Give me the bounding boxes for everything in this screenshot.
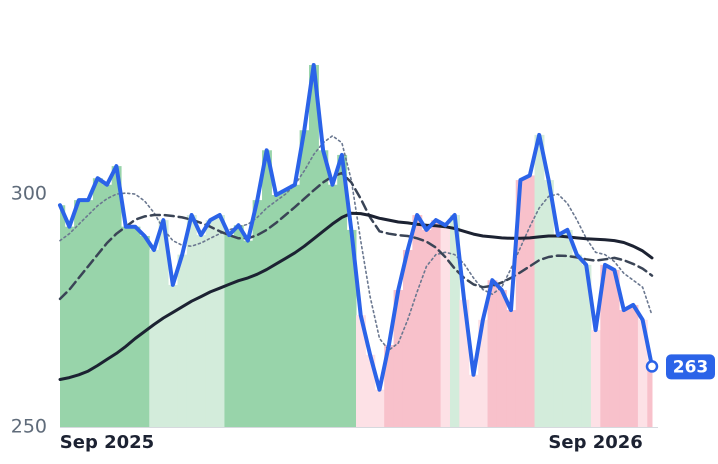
regime-fill — [318, 150, 329, 428]
regime-fill — [299, 130, 310, 427]
regime-fill — [402, 249, 413, 427]
series-line — [58, 211, 654, 381]
regime-fill — [337, 154, 348, 427]
regime-fill — [186, 215, 197, 427]
regime-fill — [496, 290, 507, 427]
regime-fill — [421, 229, 432, 427]
regime-fill — [365, 354, 376, 427]
regime-fill — [356, 315, 366, 427]
x-tick-label: Sep 2025 — [60, 432, 154, 453]
value-label: 263 — [673, 357, 709, 377]
regime-fill — [290, 184, 301, 427]
regime-fill — [487, 280, 498, 427]
regime-fill — [534, 134, 545, 427]
y-tick-label: 300 — [11, 183, 47, 205]
value-badge — [666, 354, 715, 380]
regime-fill — [506, 310, 517, 427]
regime-fill — [459, 299, 470, 427]
series-line — [58, 171, 654, 301]
regime-fill — [271, 194, 282, 427]
regime-fill — [440, 225, 451, 427]
regime-fill — [233, 225, 244, 427]
regime-fill — [252, 200, 263, 427]
regime-fill — [543, 180, 554, 427]
regime-fill — [262, 150, 272, 428]
regime-fill — [581, 264, 592, 427]
regime-fill — [431, 220, 442, 427]
regime-fill — [562, 229, 573, 427]
regime-fill — [215, 215, 225, 427]
regime-fill — [83, 200, 94, 427]
regime-fill — [637, 319, 648, 427]
y-tick-label: 250 — [11, 416, 47, 438]
regime-fill — [468, 374, 479, 427]
regime-fill — [572, 254, 583, 427]
regime-fill — [111, 166, 122, 427]
regime-fill — [628, 304, 639, 427]
regime-fill — [449, 215, 460, 427]
regime-fill — [600, 264, 611, 427]
regime-fill — [102, 184, 113, 427]
last-point — [645, 360, 659, 373]
regime-fill — [647, 366, 653, 427]
regime-fill — [609, 269, 620, 427]
regime-fill — [393, 290, 404, 427]
regime-fill — [149, 249, 160, 427]
regime-fill — [196, 235, 207, 427]
regime-fill — [74, 200, 84, 427]
regime-fill — [177, 254, 188, 427]
regime-fill — [384, 345, 395, 427]
regime-fill — [478, 319, 489, 427]
regime-fill — [130, 226, 141, 427]
regime-fill — [346, 229, 357, 427]
regime-fill — [243, 240, 254, 427]
regime-fill — [327, 184, 338, 427]
regime-fill — [374, 389, 385, 427]
regime-fill — [205, 220, 216, 427]
regime-fill — [64, 226, 75, 427]
regime-fill — [168, 284, 178, 427]
regime-fill — [553, 235, 564, 427]
regime-fill — [412, 215, 423, 427]
regime-fill — [280, 189, 291, 427]
series-line — [59, 135, 653, 351]
regime-fill — [224, 235, 235, 427]
regime-fill — [121, 226, 131, 427]
x-tick-label: Sep 2026 — [548, 432, 642, 453]
regime-fill — [619, 310, 630, 427]
regime-fill — [525, 175, 536, 427]
regime-fill — [60, 205, 66, 427]
regime-fill — [590, 330, 601, 427]
regime-fill — [309, 65, 319, 428]
series-line — [58, 63, 654, 392]
regime-fill — [515, 180, 526, 427]
regime-fill — [92, 178, 103, 427]
regime-fill — [158, 220, 169, 427]
